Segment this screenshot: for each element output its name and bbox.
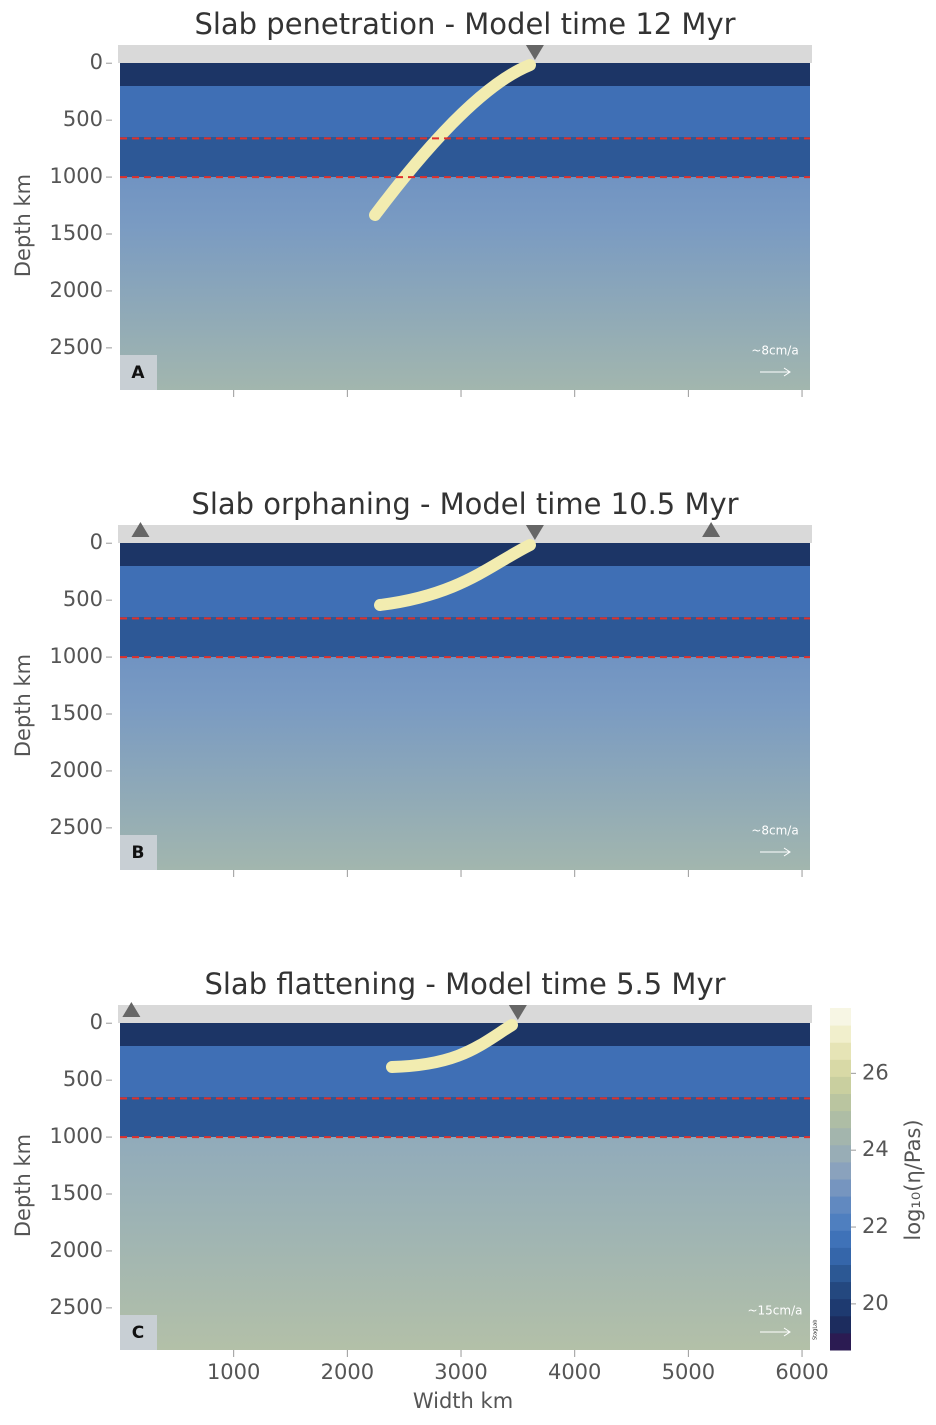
y-axis-label: Depth km xyxy=(11,1134,35,1237)
x-tick-label: 6000 xyxy=(775,1360,828,1384)
panel-label: A xyxy=(131,363,145,383)
y-tick-label: 2500 xyxy=(50,1295,103,1319)
y-tick-label: 2000 xyxy=(50,278,103,302)
colorbar-label: log₁₀(η/Pas) xyxy=(901,1119,925,1240)
y-axis-label: Depth km xyxy=(11,174,35,277)
colorbar-band xyxy=(830,1059,851,1077)
colorbar-band xyxy=(830,1213,851,1231)
panel-label: B xyxy=(132,843,145,863)
x-tick-label: 5000 xyxy=(662,1360,715,1384)
y-tick-label: 500 xyxy=(63,107,103,131)
colorbar-band xyxy=(830,1111,851,1129)
colorbar-tick-label: 26 xyxy=(862,1060,889,1084)
colorbar-band xyxy=(830,1282,851,1300)
y-tick-label: 500 xyxy=(63,587,103,611)
lithosphere xyxy=(120,63,810,86)
y-tick-label: 0 xyxy=(90,50,103,74)
panel-label: C xyxy=(132,1323,144,1343)
y-tick-label: 2000 xyxy=(50,1238,103,1262)
colorbar-band xyxy=(830,1162,851,1180)
y-tick-label: 2500 xyxy=(50,815,103,839)
y-tick-label: 0 xyxy=(90,530,103,554)
velocity-scale: ~15cm/a xyxy=(747,1304,802,1318)
panel-title: Slab orphaning - Model time 10.5 Myr xyxy=(191,487,738,521)
colorbar-tick-label: 24 xyxy=(862,1137,889,1161)
panel-title: Slab penetration - Model time 12 Myr xyxy=(194,7,735,41)
colorbar-band xyxy=(830,1230,851,1248)
x-tick-label: 3000 xyxy=(434,1360,487,1384)
colorbar-tick-label: 20 xyxy=(862,1291,889,1315)
y-tick-label: 2000 xyxy=(50,758,103,782)
colorbar-band xyxy=(830,1333,851,1351)
colorbar-band xyxy=(830,1247,851,1265)
figure: Slab penetration - Model time 12 Myr Dept… xyxy=(0,0,936,1425)
x-axis-label: Width km xyxy=(413,1389,513,1413)
y-tick-label: 1500 xyxy=(50,701,103,725)
transition-zone xyxy=(120,137,810,177)
colorbar-band xyxy=(830,1042,851,1060)
x-tick-label: 2000 xyxy=(321,1360,374,1384)
colorbar-band xyxy=(830,1094,851,1112)
y-tick-label: 1500 xyxy=(50,1181,103,1205)
velocity-scale: ~8cm/a xyxy=(751,344,798,358)
sticky-air xyxy=(118,45,812,63)
colorbar-tick-label: 22 xyxy=(862,1214,889,1238)
y-tick-label: 1500 xyxy=(50,221,103,245)
transition-zone xyxy=(120,617,810,657)
colorbar-band xyxy=(830,1128,851,1146)
y-tick-label: 0 xyxy=(90,1010,103,1034)
colorbar-band xyxy=(830,1196,851,1214)
x-tick-label: 4000 xyxy=(548,1360,601,1384)
colorbar-band xyxy=(830,1076,851,1094)
credit: StagLab xyxy=(813,1320,819,1340)
y-axis-label: Depth km xyxy=(11,654,35,757)
colorbar-band xyxy=(830,1316,851,1334)
y-tick-label: 1000 xyxy=(50,1124,103,1148)
sticky-air xyxy=(118,1005,812,1023)
x-tick-label: 1000 xyxy=(207,1360,260,1384)
colorbar-band xyxy=(830,1265,851,1283)
y-tick-label: 1000 xyxy=(50,644,103,668)
transition-zone xyxy=(120,1097,810,1137)
colorbar-band xyxy=(830,1025,851,1043)
velocity-scale: ~8cm/a xyxy=(751,824,798,838)
colorbar-band xyxy=(830,1145,851,1163)
y-tick-label: 1000 xyxy=(50,164,103,188)
lithosphere xyxy=(120,1023,810,1046)
upper-mantle xyxy=(120,565,810,617)
y-tick-label: 500 xyxy=(63,1067,103,1091)
colorbar-band xyxy=(830,1179,851,1197)
lithosphere xyxy=(120,543,810,566)
y-tick-label: 2500 xyxy=(50,335,103,359)
colorbar-band xyxy=(830,1008,851,1026)
panel-title: Slab flattening - Model time 5.5 Myr xyxy=(204,967,725,1001)
colorbar-band xyxy=(830,1299,851,1317)
